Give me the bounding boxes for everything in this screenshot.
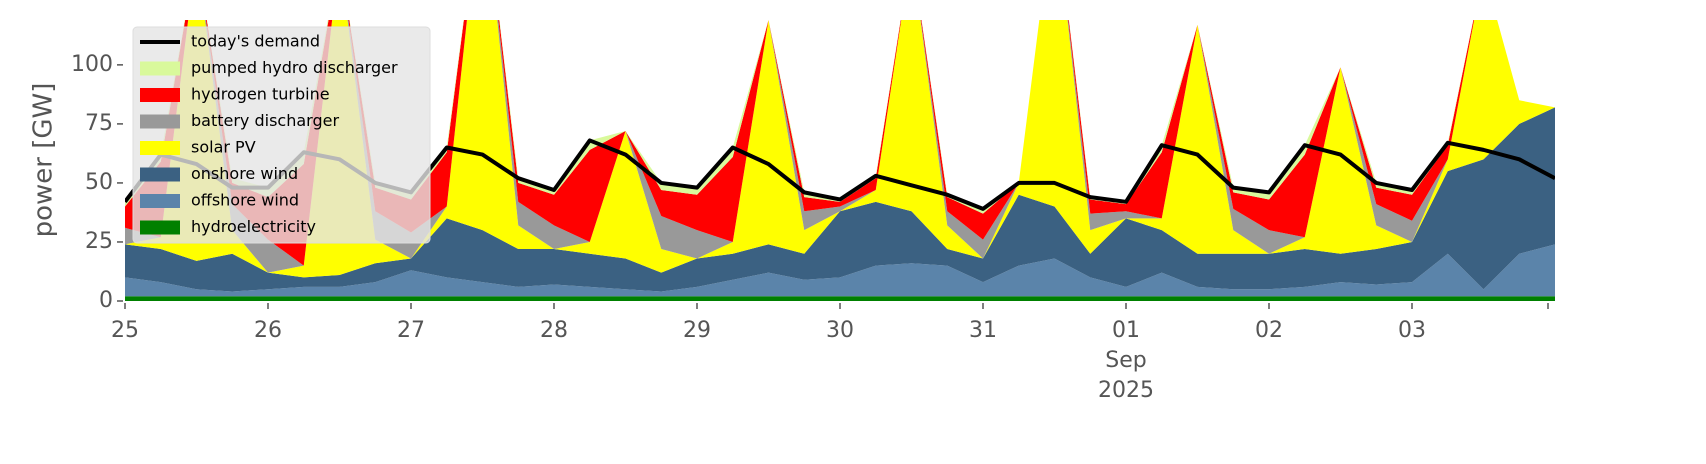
x-tick-label: 31 <box>969 318 997 343</box>
legend-label: pumped hydro discharger <box>191 58 398 77</box>
legend: today's demand pumped hydro discharger hyd… <box>132 26 431 244</box>
y-tick-label: 0 <box>99 288 113 313</box>
legend-box <box>132 26 431 244</box>
x-tick-label: 01 Sep 2025 <box>1098 318 1154 403</box>
x-tick-label: 28 <box>540 318 568 343</box>
legend-swatch <box>140 61 180 76</box>
x-tick-label: 03 <box>1398 318 1426 343</box>
x-tick-label: 30 <box>826 318 854 343</box>
area <box>125 20 1555 278</box>
legend-label: hydroelectricity <box>191 217 316 236</box>
legend-swatch <box>140 167 180 182</box>
legend-swatch <box>140 220 180 235</box>
x-tick-label: 02 <box>1255 318 1283 343</box>
legend-swatch <box>140 141 180 155</box>
legend-label: hydrogen turbine <box>191 85 330 104</box>
y-axis-label: power [GW] <box>29 83 59 238</box>
legend-label: battery discharger <box>191 111 339 130</box>
legend-label: solar PV <box>191 138 256 157</box>
x-tick-label: 26 <box>254 318 282 343</box>
legend-swatch <box>140 88 180 102</box>
legend-swatch <box>140 194 180 208</box>
y-tick-label: 75 <box>85 111 113 136</box>
area <box>125 20 1555 273</box>
area <box>125 244 1555 297</box>
area <box>125 107 1555 292</box>
legend-label: onshore wind <box>191 164 298 183</box>
y-tick-label: 25 <box>85 229 113 254</box>
x-tick-label: 29 <box>683 318 711 343</box>
legend-label: offshore wind <box>191 191 299 210</box>
area <box>125 296 1555 301</box>
legend-label: today's demand <box>191 32 320 51</box>
legend-swatch <box>140 114 180 129</box>
x-tick-label: 25 <box>111 318 139 343</box>
x-tick-label: 27 <box>397 318 425 343</box>
y-tick-label: 100 <box>71 52 113 77</box>
y-tick-label: 50 <box>85 170 113 195</box>
